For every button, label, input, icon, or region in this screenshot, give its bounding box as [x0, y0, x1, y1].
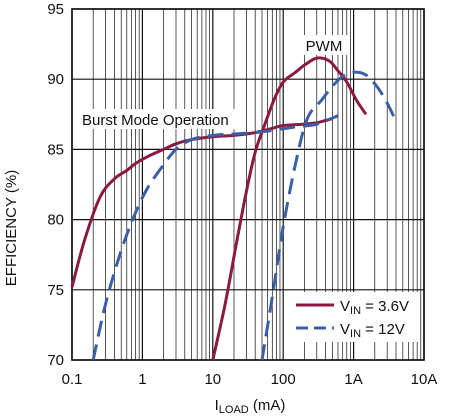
y-tick-label: 75 — [47, 282, 64, 299]
y-axis-label: EFFICIENCY (%) — [3, 170, 20, 286]
annotation-pwm-text: PWM — [306, 38, 343, 55]
y-tick-label: 70 — [47, 352, 64, 369]
series-layer — [70, 56, 398, 361]
y-tick-label: 85 — [47, 141, 64, 158]
tick-labels: 0.1 1 10 100 1A 10A 70 75 80 85 90 95 — [47, 1, 437, 388]
x-axis-label-sub: LOAD — [219, 404, 249, 416]
x-axis-label-unit: (mA) — [249, 397, 286, 414]
x-axis-label: ILOAD (mA) — [215, 397, 286, 416]
annotation-burst-mode: Burst Mode Operation — [80, 109, 246, 129]
annotation-pwm: PWM — [299, 35, 349, 55]
x-tick-label: 1 — [138, 371, 146, 388]
series-vin-12v-line-1 — [91, 114, 339, 361]
y-tick-label: 95 — [47, 1, 64, 18]
legend-label-vin-3-6v: VIN = 3.6V — [340, 298, 409, 317]
x-tick-label: 100 — [271, 371, 296, 388]
x-axis-label-main: I — [215, 397, 219, 414]
x-tick-label: 0.1 — [62, 371, 83, 388]
x-tick-label: 10 — [204, 371, 221, 388]
series-vin-3-6v-line-1 — [70, 117, 333, 288]
x-tick-label: 1A — [344, 371, 362, 388]
y-tick-label: 80 — [47, 212, 64, 229]
legend: VIN = 3.6V VIN = 12V — [292, 292, 418, 342]
annotation-burst-mode-text: Burst Mode Operation — [82, 112, 229, 129]
series-vin-12v-line-2 — [260, 70, 398, 361]
x-tick-label: 10A — [411, 371, 438, 388]
legend-label-vin-12v: VIN = 12V — [340, 321, 405, 340]
plot-frame — [71, 8, 425, 361]
y-tick-label: 90 — [47, 71, 64, 88]
